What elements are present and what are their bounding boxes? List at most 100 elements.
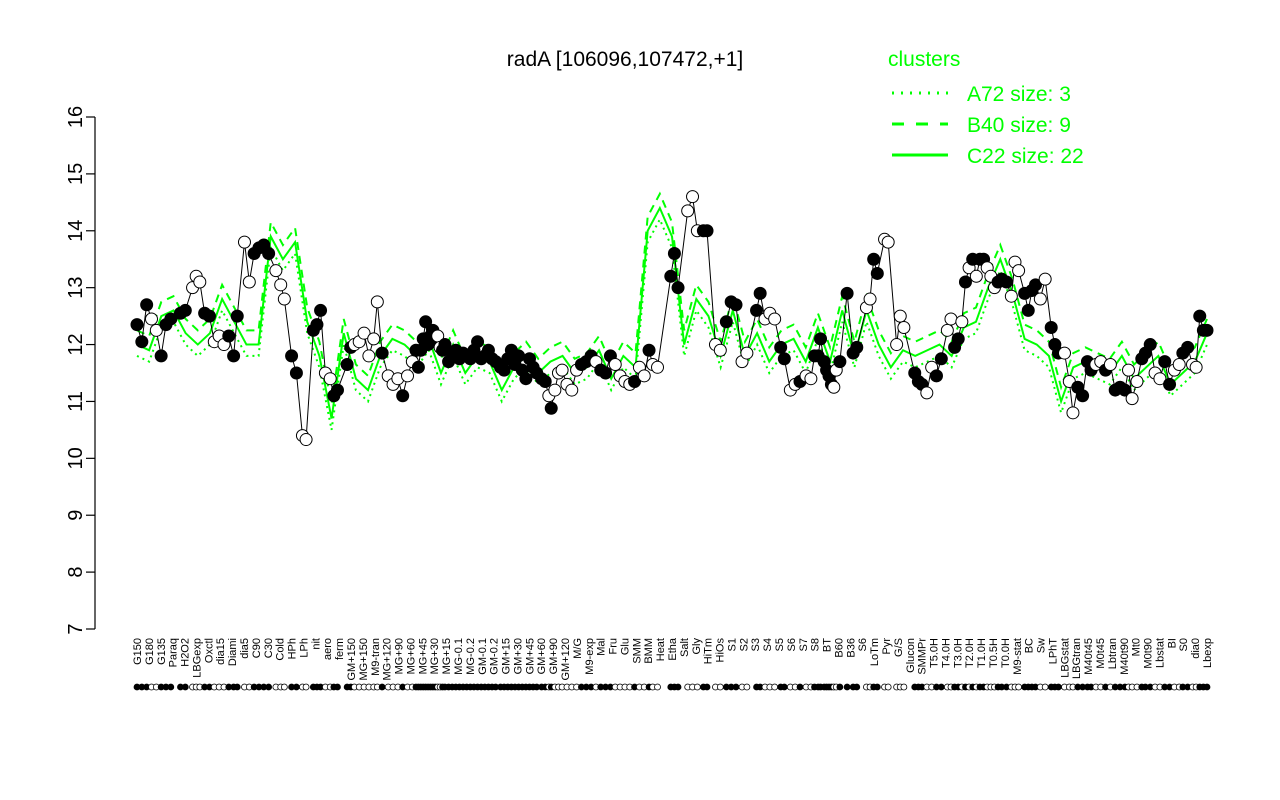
x-tick-label: Gly	[691, 638, 703, 655]
rug-marker	[302, 683, 310, 691]
data-point	[1143, 338, 1157, 352]
x-tick-label: BI	[1166, 638, 1178, 648]
data-point	[958, 275, 972, 289]
data-point	[1012, 264, 1026, 278]
x-tick-label: MG+120	[382, 638, 394, 681]
gene-expression-line	[136, 196, 1207, 441]
legend-entry-label: B40 size: 9	[967, 114, 1071, 137]
data-point	[401, 369, 415, 383]
rug-marker	[293, 683, 300, 691]
data-point	[237, 235, 251, 249]
rug-marker	[1041, 683, 1049, 691]
data-point	[538, 375, 552, 389]
x-tick-label: MG+60	[405, 638, 417, 674]
x-tick-label: Salt	[679, 638, 691, 657]
data-point	[664, 269, 678, 283]
x-tick-label: GM+45	[524, 638, 536, 674]
rug-marker	[873, 683, 881, 691]
data-point	[719, 315, 733, 329]
data-point	[628, 375, 642, 389]
x-tick-label: T1.0H	[976, 638, 988, 668]
x-tick-label: Mt0	[1131, 638, 1143, 656]
data-point	[242, 275, 256, 289]
legend-title: clusters	[888, 48, 960, 71]
data-point	[1004, 289, 1018, 303]
data-point	[471, 335, 485, 349]
data-point	[969, 269, 983, 283]
data-point	[323, 372, 337, 386]
data-point	[804, 372, 818, 386]
data-point	[178, 303, 192, 317]
data-point	[367, 332, 381, 346]
x-tick-label: B36	[845, 638, 857, 658]
x-tick-label: ferm	[334, 638, 346, 660]
data-point	[314, 303, 328, 317]
data-point	[149, 323, 163, 337]
rug-marker	[780, 683, 788, 691]
data-point	[419, 315, 433, 329]
x-tick-label: S2	[738, 638, 750, 651]
x-tick-label: Cold	[275, 638, 287, 661]
x-tick-label: M0t90	[1143, 638, 1155, 669]
x-tick-label: Fru	[608, 638, 620, 655]
x-tick-label: T0.5H	[988, 638, 1000, 668]
data-point	[686, 190, 700, 204]
data-point	[340, 357, 354, 371]
x-axis: G150 G180 G135 Paraq H2O2 LBGexp Oxctl dia15 Dia…	[132, 637, 1214, 691]
x-tick-label: M40t90	[1119, 638, 1131, 675]
rug-marker	[900, 683, 908, 691]
data-point	[729, 298, 743, 312]
x-tick-label: dia5	[239, 638, 251, 659]
x-tick-label: LBGstat	[1059, 638, 1071, 678]
y-axis: 7 8 9 10 11 12 13 14 15 16	[65, 106, 96, 635]
y-tick-label: 7	[65, 623, 87, 634]
x-tick-label: S8	[810, 638, 822, 651]
x-tick-label: S4	[762, 638, 774, 651]
x-tick-label: nit	[310, 638, 322, 650]
data-point	[890, 338, 904, 352]
x-tick-label: MG-0.2	[465, 638, 477, 675]
data-point	[750, 303, 764, 317]
rug-marker	[843, 683, 851, 691]
data-point	[544, 401, 558, 415]
data-point	[1189, 360, 1203, 374]
data-point	[1066, 406, 1080, 420]
x-tick-label: M40t45	[1083, 638, 1095, 675]
data-point	[1044, 320, 1058, 334]
rug-marker	[1203, 683, 1211, 691]
x-tick-label: SMMPr	[917, 638, 929, 675]
data-point	[681, 204, 695, 218]
data-point	[863, 292, 877, 306]
x-tick-label: M9-exp	[584, 638, 596, 675]
data-point	[1153, 372, 1167, 386]
data-point	[642, 343, 656, 357]
x-tick-label: Lbstat	[1154, 638, 1166, 668]
rug-marker	[771, 683, 779, 691]
x-tick-label: GM+30	[512, 638, 524, 674]
data-point	[768, 312, 782, 326]
x-tick-label: dia15	[215, 638, 227, 665]
rug-marker	[703, 683, 711, 691]
data-point	[519, 372, 533, 386]
data-point	[833, 355, 847, 369]
rug-marker	[937, 683, 945, 691]
x-tick-label: BC	[1024, 638, 1036, 653]
y-tick-label: 14	[65, 220, 87, 242]
data-point	[944, 312, 958, 326]
data-point	[548, 383, 562, 397]
x-tick-label: C90	[251, 638, 263, 658]
rug-marker	[167, 683, 175, 691]
x-tick-label: MG+15	[441, 638, 453, 674]
rug-marker	[1015, 683, 1023, 691]
chart-title: radA [106096,107472,+1]	[507, 48, 743, 71]
rug-marker	[693, 683, 701, 691]
data-point	[362, 349, 376, 363]
legend-entry-label: A72 size: 3	[967, 83, 1071, 106]
data-point	[713, 343, 727, 357]
x-tick-label: Paraq	[168, 638, 180, 667]
data-point	[1181, 340, 1195, 354]
x-tick-label: Lbexp	[1202, 638, 1214, 668]
y-tick-label: 8	[65, 567, 87, 578]
